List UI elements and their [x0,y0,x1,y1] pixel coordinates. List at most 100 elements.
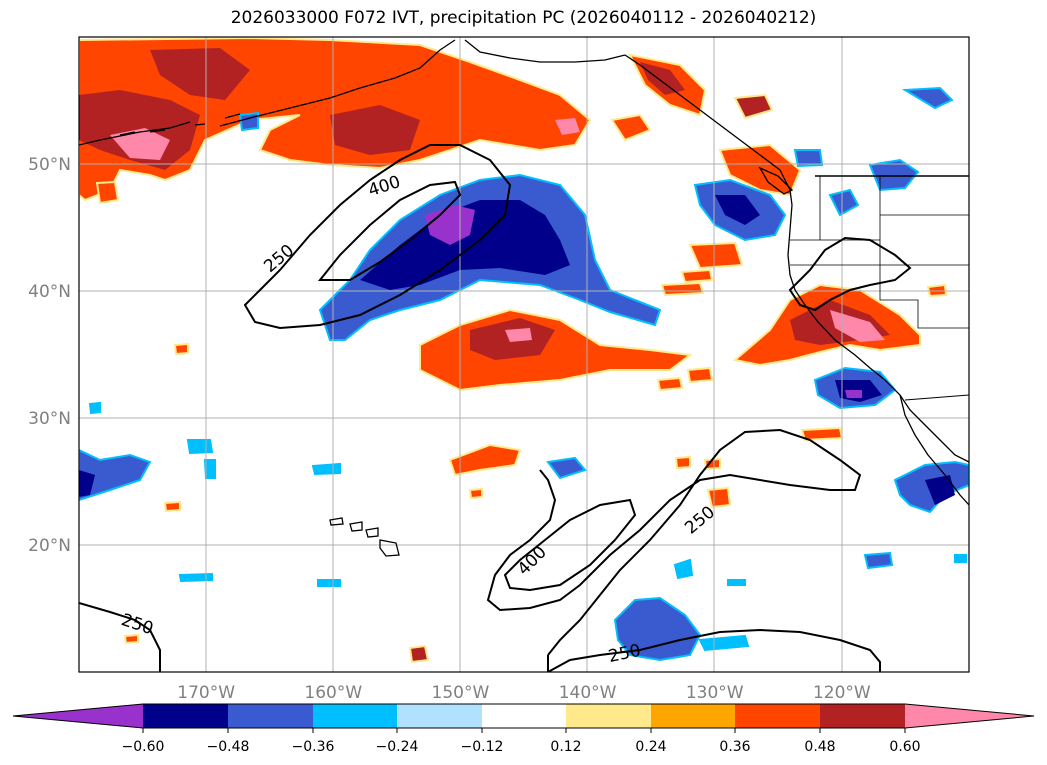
tropical-pos-7 [95,180,120,205]
bc-offshore-strong [715,195,760,225]
ne-pacific-strong-negative [360,200,570,290]
lon-tick-label: 130°W [686,683,744,703]
tropical-negative [613,596,702,662]
colorbar-tick-label: 0.24 [635,739,666,755]
alaska-coast [79,39,626,146]
lon-tick-label: 140°W [559,683,617,703]
small-neg-10 [727,579,746,586]
small-pos-3 [718,143,802,197]
longitude-ticks: 170°W 160°W 150°W 140°W 130°W 120°W [177,683,871,703]
baja-coast [899,394,969,506]
bc-coast [624,54,793,206]
colorbar-tick-label: −0.60 [122,739,165,755]
state-borders [790,176,969,329]
small-pos-4 [688,241,744,270]
lat-tick-label: 20°N [28,536,71,556]
ivt-250-bottom [547,628,881,672]
ivt-california [788,236,912,312]
wa-negative [828,188,860,217]
ivt-400-south [503,498,637,592]
colorbar-segment-neutral [482,704,566,728]
alaska-extreme-region-2 [555,118,580,135]
lon-tick-label: 170°W [177,683,235,703]
positive-precip-fields [79,37,948,664]
lon-tick-label: 120°W [813,683,871,703]
colorbar-tick-label: −0.48 [207,739,250,755]
subtropical-pos-2 [800,426,844,442]
alaska-strong-region-2 [150,48,250,100]
colorbar-segment-pos036 [735,704,820,728]
small-neg-1 [546,456,587,480]
colorbar-tick-label: −0.12 [461,739,504,755]
us-west-coast [787,204,969,463]
mexico-border [904,394,969,401]
map-frame [78,36,970,673]
tropical-pos-4 [123,633,139,645]
socal-offshore-extreme [845,390,862,398]
subtropical-pos-1 [448,443,522,477]
lat-tick-label: 50°N [28,155,71,175]
tropical-pos-1 [408,644,430,664]
colorbar-tick-label: 0.12 [550,739,581,755]
small-neg-3 [186,439,214,455]
colorbar-segment-pos048 [820,704,905,728]
vancouver-island [758,166,794,195]
ivt-250-south [486,428,862,672]
subtropical-pos-7 [686,366,714,384]
colorbar-segment-neg048 [228,704,313,728]
colorbar-segment-neg036 [313,704,397,728]
subtropical-pos-3 [706,486,732,509]
small-pos-5 [680,268,714,284]
small-neg-alaska [238,111,259,132]
ivt-250-sw-corner [79,602,161,672]
small-neg-8 [673,558,694,580]
colorbar-segment-neg024 [397,704,482,728]
small-neg-bc [901,86,954,110]
latitude-ticks: 50°N 40°N 30°N 20°N [28,155,71,556]
colorbar-segment-pos024 [651,704,735,728]
subtropical-pos-5 [703,457,721,471]
colorbar-segment-neg-extreme [13,704,143,728]
colorbar-tick-label: −0.24 [376,739,419,755]
subtropical-pos-6 [656,376,684,392]
colorbar-segment-pos-extreme [905,704,1034,728]
small-pos-6 [660,281,705,297]
aleutian-islands [119,113,241,136]
ivt-250-north [243,144,512,330]
west-edge-negative [79,448,152,502]
subtropical-pos-4 [674,455,691,470]
small-pos-2 [733,93,774,120]
coastlines [79,39,969,557]
small-neg-2 [311,462,341,476]
west-edge-strong [79,470,95,497]
gulf-strong-region [330,105,420,155]
tropical-pos-2 [173,342,189,356]
ivt-400-north [317,180,462,281]
colorbar-tick-label: 0.48 [804,739,835,755]
small-neg-4 [178,572,213,583]
california-extreme [830,310,885,342]
lat-tick-label: 40°N [28,282,71,302]
bc-inland-negative [868,158,920,192]
mid-pacific-extreme [505,328,532,342]
small-neg-6 [88,401,101,415]
colorbar: −0.60 −0.48 −0.36 −0.24 −0.12 0.12 0.24 0.36 0.4… [12,703,1035,755]
small-neg-7 [863,551,894,570]
lon-tick-label: 150°W [432,683,490,703]
small-neg-coast [793,149,824,168]
small-neg-11 [954,554,967,563]
colorbar-ticks: −0.60 −0.48 −0.36 −0.24 −0.12 0.12 0.24 0.36 0.4… [122,728,921,755]
colorbar-segment-neg060 [143,704,228,728]
lat-tick-label: 30°N [28,409,71,429]
colorbar-tick-label: 0.60 [889,739,920,755]
negative-precip-fields [79,86,969,662]
colorbar-segment-pos012 [566,704,651,728]
colorbar-tick-label: 0.36 [719,739,750,755]
small-pos-1 [610,113,652,142]
ne-pacific-extreme-negative [425,205,475,245]
small-neg-9 [317,579,341,587]
tropical-pos-3 [163,500,181,513]
ivt-contours [79,144,912,672]
chart-title: 2026033000 F072 IVT, precipitation PC (2… [230,8,817,28]
